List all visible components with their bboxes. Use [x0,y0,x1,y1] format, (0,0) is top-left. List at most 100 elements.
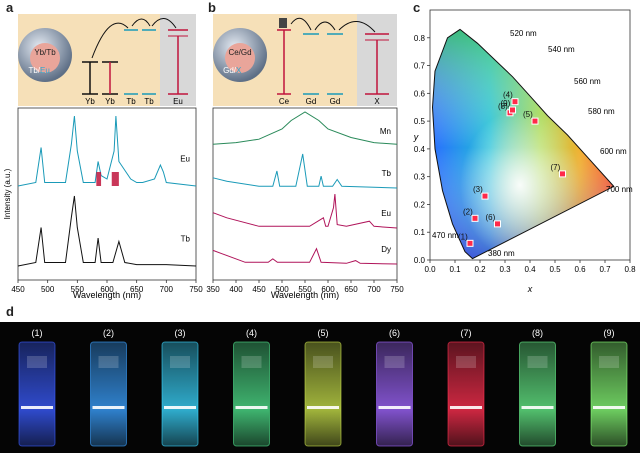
x-tick-label: 550 [71,285,85,294]
locus-label-600: 600 nm [600,147,627,156]
vial-label: (3) [174,328,186,338]
x-tick-label: 550 [298,285,312,294]
vial-label: (9) [603,328,615,338]
vial-label: (4) [246,328,257,338]
shell-label: Yb/Tb [34,48,56,57]
spectrum-label-eu: Eu [180,155,190,164]
spectrum-line-tb [212,153,398,189]
cie-point [531,117,539,125]
spectrum-label-dy: Dy [381,245,391,254]
transfer-arrow-1 [91,22,129,59]
excitation-block [279,18,287,28]
vials [18,341,628,447]
cuvette [376,341,413,447]
locus-label-560: 560 nm [574,77,601,86]
vial-label: (2) [103,328,114,338]
panel-a-figure: Yb/Tb Tb/ Eu Yb Yb Tb Tb Eu Eu Tb 450 500 5… [3,14,203,300]
spectrum-label-eu: Eu [381,209,391,218]
cie-point-label: (7) [551,163,561,172]
panel-letter-d: d [6,304,14,319]
panel-c-cie-diagram: 0.0 0.1 0.2 0.3 0.4 0.5 0.6 0.7 0.8 0.0 0.1 0.2 0.3 0… [413,9,636,294]
y-tick-label: 0.7 [414,62,426,71]
x-tick-label: 650 [344,285,358,294]
x-tick-label: 450 [11,285,25,294]
locus-label-380: 380 nm [488,249,515,258]
spectrum-line-mn [212,111,398,145]
y-axis-label-a: Intensity (a.u.) [3,168,12,219]
y-tick-label: 0.6 [414,89,426,98]
y-tick-label: 0.0 [414,256,426,265]
cie-point-label: (2) [463,207,473,216]
x-tick-label: 400 [229,285,243,294]
level-label-gd2: Gd [330,97,341,106]
spectrum-label-mn: Mn [380,127,391,136]
nanoparticle-core [30,43,60,73]
spectrum-line-eu [17,115,197,187]
spectral-locus [431,28,615,260]
energy-diagram-b: Ce/Gd Gd/ X Ce Gd Gd X [213,14,397,106]
x-axis-ticks-a: 450 500 550 600 650 700 750 [11,280,203,294]
x-axis-label-c: x [527,284,533,294]
x-tick-label: 0.6 [574,265,586,274]
locus-label-540: 540 nm [548,45,575,54]
panel-b-figure: Ce/Gd Gd/ X Ce Gd Gd X Mn Tb Eu Dy 350 400 45… [206,14,404,300]
x-tick-label: 650 [130,285,144,294]
x-axis-label-b: Wavelength (nm) [271,290,339,300]
x-tick-label: 750 [390,285,404,294]
x-tick-label: 750 [189,285,203,294]
spectrum-label-tb: Tb [382,169,392,178]
cuvette [233,341,270,447]
cie-point-label: (9) [501,99,511,108]
level-label-ce: Ce [279,97,290,106]
x-tick-label: 0.2 [474,265,486,274]
x-tick-label: 700 [160,285,174,294]
vial-photograph [0,322,640,453]
cie-point [466,239,474,247]
cie-color-fill [432,29,614,259]
level-label-yb1: Yb [85,97,95,106]
x-axis-label-a: Wavelength (nm) [73,290,141,300]
cuvette [304,341,342,447]
locus-label-470: 470 nm [432,231,459,240]
x-tick-label: 700 [367,285,381,294]
x-tick-label: 450 [252,285,266,294]
spectra-b: Mn Tb Eu Dy [212,111,398,265]
cie-point [509,106,516,114]
cie-point-label: (4) [503,91,513,100]
cie-point [481,192,489,200]
vial-label: (6) [389,328,400,338]
locus-label-580: 580 nm [588,107,615,116]
cie-point-label: (1) [458,232,468,241]
x-tick-label: 0.5 [549,265,561,274]
cuvette [590,341,628,447]
cuvette [447,341,485,447]
x-tick-label: 0.1 [449,265,461,274]
x-tick-label: 350 [206,285,220,294]
x-tick-label: 0.0 [424,265,436,274]
cie-point-label: (8) [498,102,508,111]
y-tick-label: 0.1 [414,228,426,237]
x-tick-label: 500 [41,285,55,294]
level-label-tb1: Tb [126,97,136,106]
panel-letter-b: b [208,0,216,15]
cie-point [559,170,566,178]
y-tick-label: 0.8 [414,34,426,43]
spectra-a: Eu Tb [17,115,197,267]
panel-letter-c: c [413,0,421,15]
vial-label: (8) [532,328,543,338]
nanoparticle-core [225,43,255,73]
plot-frame-b [212,107,398,281]
energy-transfer-highlight [96,172,102,186]
locus-label-520: 520 nm [510,29,537,38]
cie-axis-ticks: 0.0 0.1 0.2 0.3 0.4 0.5 0.6 0.7 0.8 0.0 0.1 0.2 0.3 0… [414,34,636,274]
vial-label: (1) [31,328,43,338]
transfer-arrow-2 [131,18,151,27]
cuvette [18,341,56,447]
cie-point-label: (6) [486,213,496,222]
core-label-b: Eu [40,66,50,75]
panel-letter-a: a [6,0,14,15]
core-label-a: Gd/ [223,66,237,75]
energy-diagram-a: Yb/Tb Tb/ Eu Yb Yb Tb Tb Eu [18,14,196,106]
cie-point [511,98,519,106]
cie-data-points: (1) (2) (3) (4) (5) (6) (7) (8)(9) [458,91,566,247]
